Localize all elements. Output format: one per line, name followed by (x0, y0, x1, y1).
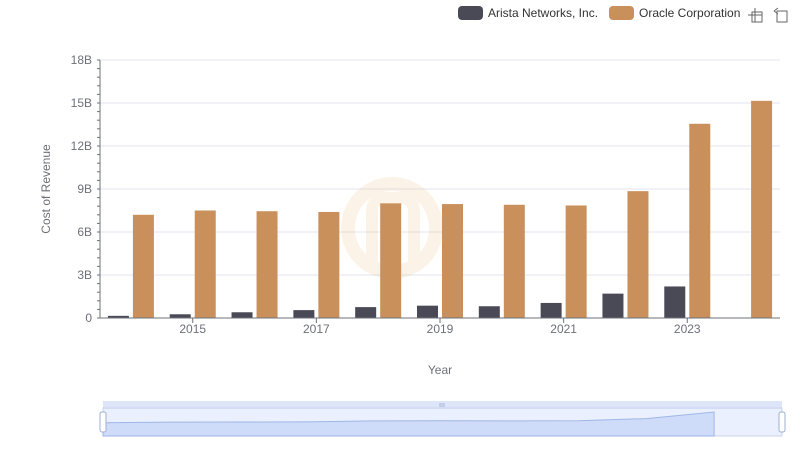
x-tick-label: 2017 (303, 322, 330, 336)
y-tick-label: 3B (77, 268, 92, 282)
bar-arista-2020[interactable] (478, 306, 500, 318)
bar-arista-2018[interactable] (355, 307, 377, 318)
bar-arista-2021[interactable] (540, 302, 562, 318)
zoom-reset-icon[interactable] (773, 7, 788, 23)
zoom-select-icon[interactable] (748, 8, 763, 23)
bar-oracle-2022[interactable] (627, 191, 649, 318)
bar-series (107, 100, 773, 319)
y-tick-label: 18B (71, 53, 92, 67)
bar-arista-2017[interactable] (293, 310, 315, 318)
legend-label[interactable]: Arista Networks, Inc. (488, 6, 598, 20)
bar-arista-2014[interactable] (107, 315, 129, 318)
x-axis-title: Year (428, 363, 452, 377)
bar-oracle-2019[interactable] (442, 204, 463, 318)
bar-oracle-2018[interactable] (380, 203, 402, 318)
bar-oracle-2021[interactable] (565, 205, 587, 318)
data-zoom-preview-area (102, 411, 715, 437)
x-tick-label: 2021 (550, 322, 577, 336)
y-axis-title: Cost of Revenue (39, 144, 53, 234)
x-axis-ticks: 2015 2017 2019 2021 2023 (179, 318, 701, 336)
legend-swatch[interactable] (609, 6, 634, 20)
bar-oracle-2015[interactable] (194, 210, 216, 319)
y-tick-label: 9B (77, 182, 92, 196)
data-zoom-slider[interactable] (99, 401, 786, 437)
bar-oracle-2024[interactable] (751, 100, 773, 318)
legend: Arista Networks, Inc. Oracle Corporation (458, 6, 740, 20)
legend-label[interactable]: Oracle Corporation (639, 6, 740, 20)
x-tick-label: 2023 (674, 322, 701, 336)
data-zoom-handle-right[interactable] (778, 411, 786, 433)
y-tick-label: 12B (71, 139, 92, 153)
bar-oracle-2020[interactable] (503, 204, 525, 318)
bar-arista-2023[interactable] (664, 286, 686, 318)
bar-oracle-2023[interactable] (689, 123, 711, 319)
legend-swatch[interactable] (458, 6, 483, 20)
x-tick-label: 2019 (427, 322, 454, 336)
bar-arista-2019[interactable] (417, 305, 438, 318)
y-axis-ticks: 0 3B 6B 9B 12B 15B 18B (71, 53, 100, 325)
bar-arista-2022[interactable] (602, 293, 624, 318)
data-zoom-handle-left[interactable] (99, 411, 107, 433)
y-tick-label: 0 (85, 311, 92, 325)
y-tick-label: 6B (77, 225, 92, 239)
bar-oracle-2016[interactable] (256, 211, 278, 318)
y-tick-label: 15B (71, 96, 92, 110)
bar-oracle-2014[interactable] (132, 214, 154, 318)
bar-oracle-2017[interactable] (318, 211, 340, 318)
data-zoom-move-grip[interactable] (439, 403, 445, 407)
x-tick-label: 2015 (179, 322, 206, 336)
bar-arista-2015[interactable] (169, 314, 191, 318)
bar-arista-2016[interactable] (231, 312, 253, 318)
